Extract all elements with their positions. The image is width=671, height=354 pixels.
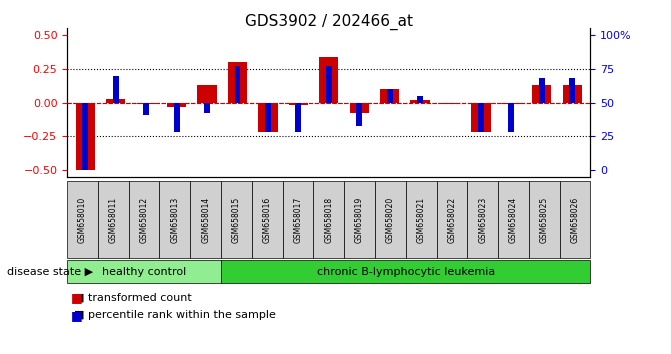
Text: ■: ■ [70,291,83,304]
Bar [326,66,331,103]
Bar [113,76,119,103]
Text: GSM658026: GSM658026 [570,196,580,242]
Text: GSM658014: GSM658014 [201,196,210,242]
Text: GSM658025: GSM658025 [539,196,549,242]
Text: GSM658018: GSM658018 [324,196,333,242]
Text: GSM658016: GSM658016 [263,196,272,242]
Bar [204,103,210,114]
Bar [417,96,423,103]
Text: GSM658010: GSM658010 [78,196,87,242]
Bar [295,103,301,132]
Text: GSM658015: GSM658015 [232,196,241,242]
Bar [289,103,308,105]
Bar [380,89,399,103]
Bar [258,103,278,132]
Bar [265,103,271,132]
Bar [106,99,125,103]
Text: GSM658022: GSM658022 [448,196,456,242]
Bar [471,103,491,132]
Text: ■ transformed count: ■ transformed count [74,292,191,302]
Bar [478,103,484,132]
Bar [174,103,180,132]
Bar [356,103,362,126]
Bar [167,103,187,107]
Text: GSM658021: GSM658021 [417,196,425,242]
Text: GSM658011: GSM658011 [109,196,118,242]
Bar [319,57,338,103]
Bar [569,78,575,103]
Bar [502,103,521,104]
Bar [441,103,460,104]
Bar [76,103,95,170]
Text: GSM658012: GSM658012 [140,196,148,242]
Text: disease state ▶: disease state ▶ [7,267,93,277]
Bar [235,66,240,103]
Text: GSM658023: GSM658023 [478,196,487,242]
Text: GDS3902 / 202466_at: GDS3902 / 202466_at [245,14,413,30]
Bar [228,62,247,103]
Bar [539,78,545,103]
Text: GSM658020: GSM658020 [386,196,395,242]
Bar [137,103,156,104]
Text: healthy control: healthy control [102,267,186,277]
Text: GSM658019: GSM658019 [355,196,364,242]
Bar [532,85,552,103]
Bar [509,103,514,132]
Bar [386,89,393,103]
Bar [144,103,149,115]
Text: ■ percentile rank within the sample: ■ percentile rank within the sample [74,310,276,320]
Text: ■: ■ [70,309,83,321]
Bar [197,85,217,103]
Bar [83,103,89,170]
Text: GSM658013: GSM658013 [170,196,179,242]
Bar [411,100,429,103]
Text: GSM658017: GSM658017 [293,196,303,242]
Text: chronic B-lymphocytic leukemia: chronic B-lymphocytic leukemia [317,267,495,277]
Bar [563,85,582,103]
Bar [350,103,369,114]
Text: GSM658024: GSM658024 [509,196,518,242]
